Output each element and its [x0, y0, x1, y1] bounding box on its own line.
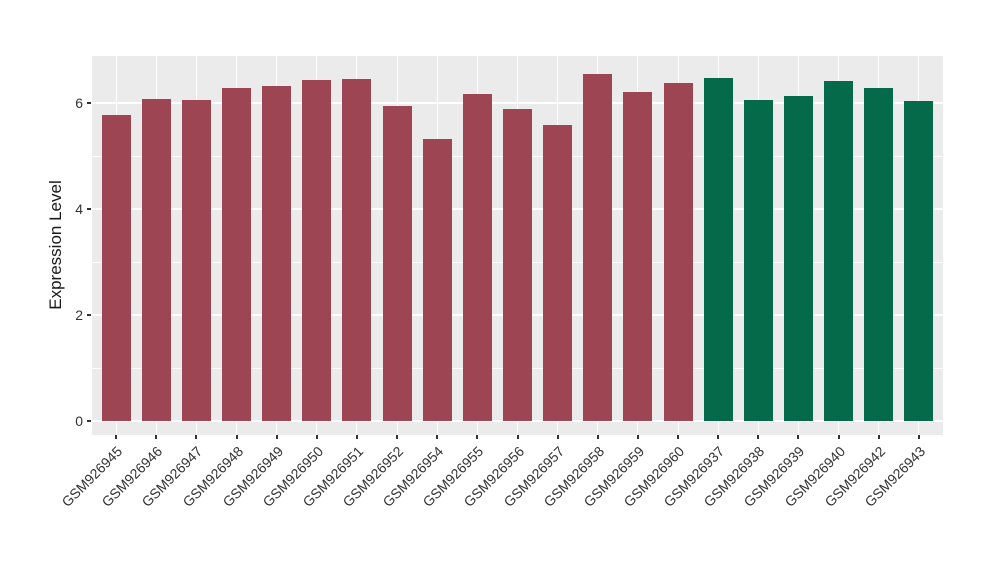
y-tick-label: 0	[75, 413, 83, 429]
x-tick-mark	[235, 435, 238, 439]
bar	[302, 79, 332, 421]
bar	[623, 91, 653, 421]
x-tick-mark	[275, 435, 278, 439]
bar	[543, 125, 573, 421]
bar	[262, 86, 292, 421]
x-tick-mark	[355, 435, 358, 439]
x-tick-mark	[677, 435, 680, 439]
bar	[583, 74, 613, 421]
x-tick-mark	[115, 435, 118, 439]
x-tick-mark	[516, 435, 519, 439]
bar	[864, 87, 894, 421]
x-tick-mark	[315, 435, 318, 439]
bar	[904, 101, 934, 421]
x-tick-mark	[636, 435, 639, 439]
x-tick-mark	[596, 435, 599, 439]
x-tick-mark	[877, 435, 880, 439]
x-tick-mark	[396, 435, 399, 439]
x-tick-mark	[717, 435, 720, 439]
x-tick-mark	[556, 435, 559, 439]
x-tick-mark	[917, 435, 920, 439]
bar	[703, 77, 733, 421]
x-tick-mark	[757, 435, 760, 439]
bar	[382, 105, 412, 421]
y-tick-label: 6	[75, 95, 83, 111]
x-tick-mark	[797, 435, 800, 439]
y-tick-label: 4	[75, 201, 83, 217]
major-gridline	[92, 420, 943, 422]
bar	[101, 115, 131, 421]
y-tick-label: 2	[75, 307, 83, 323]
bar	[422, 138, 452, 421]
bar	[503, 109, 532, 421]
bar	[743, 100, 773, 421]
bar	[824, 81, 854, 421]
x-tick-mark	[476, 435, 479, 439]
y-tick-mark	[87, 102, 91, 104]
x-tick-mark	[837, 435, 840, 439]
y-tick-mark	[87, 420, 91, 422]
y-tick-mark	[87, 314, 91, 316]
bar	[462, 93, 492, 421]
x-tick-mark	[155, 435, 158, 439]
bar	[222, 87, 251, 421]
bar	[663, 83, 693, 421]
bar	[181, 99, 211, 421]
bar	[141, 98, 171, 421]
x-tick-mark	[436, 435, 439, 439]
y-tick-mark	[87, 208, 91, 210]
y-axis-title: Expression Level	[46, 180, 65, 310]
bar	[342, 78, 372, 421]
major-gridline	[92, 102, 943, 104]
bar	[783, 96, 813, 421]
plot-panel	[92, 56, 943, 435]
x-tick-mark	[195, 435, 198, 439]
